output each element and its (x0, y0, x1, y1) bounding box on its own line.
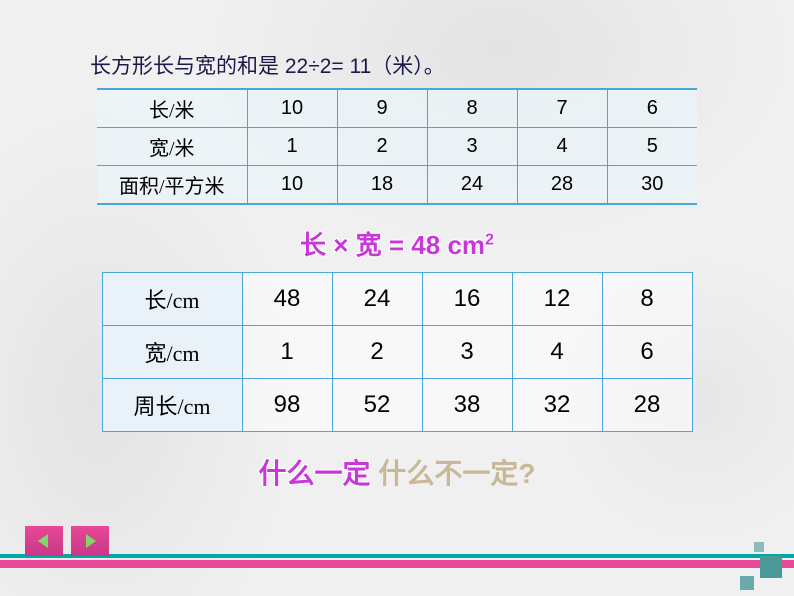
formula-text: 长 × 宽 = 48 cm (300, 230, 485, 260)
prev-arrow-icon (34, 531, 54, 551)
cell: 12 (512, 273, 602, 326)
cell: 9 (337, 89, 427, 128)
area-formula: 长 × 宽 = 48 cm2 (60, 225, 734, 262)
row-label: 面积/平方米 (97, 166, 247, 205)
next-arrow-icon (80, 531, 100, 551)
next-button[interactable] (71, 526, 109, 556)
cell: 28 (602, 379, 692, 432)
table-row: 面积/平方米 10 18 24 28 30 (97, 166, 697, 205)
cell: 28 (517, 166, 607, 205)
cell: 38 (422, 379, 512, 432)
question-part1: 什么一定 (259, 458, 371, 489)
table-row: 宽/米 1 2 3 4 5 (97, 128, 697, 166)
cell: 3 (422, 326, 512, 379)
cell: 4 (517, 128, 607, 166)
cell: 32 (512, 379, 602, 432)
row-label: 长/cm (102, 273, 242, 326)
cell: 48 (242, 273, 332, 326)
question-part2: 什么不一定? (371, 458, 536, 489)
square-icon (740, 576, 754, 590)
cell: 98 (242, 379, 332, 432)
cell: 5 (607, 128, 697, 166)
slide-content: 长方形长与宽的和是 22÷2= 11（米）。 长/米 10 9 8 7 6 宽/… (0, 0, 794, 492)
cell: 10 (247, 166, 337, 205)
teal-stripe (0, 554, 794, 558)
formula-superscript: 2 (485, 231, 494, 248)
table-row: 周长/cm 98 52 38 32 28 (102, 379, 692, 432)
cell: 16 (422, 273, 512, 326)
pink-stripe (0, 560, 794, 568)
area-table: 长/cm 48 24 16 12 8 宽/cm 1 2 3 4 6 周长/cm … (102, 272, 693, 432)
decorative-bar (0, 554, 794, 568)
prev-button[interactable] (25, 526, 63, 556)
cell: 8 (602, 273, 692, 326)
cell: 8 (427, 89, 517, 128)
square-icon (754, 542, 764, 552)
perimeter-table: 长/米 10 9 8 7 6 宽/米 1 2 3 4 5 面积/平方米 10 1… (97, 88, 697, 205)
question-text: 什么一定 什么不一定? (60, 452, 734, 492)
cell: 6 (607, 89, 697, 128)
cell: 7 (517, 89, 607, 128)
square-icon (760, 556, 782, 578)
cell: 24 (427, 166, 517, 205)
table-row: 宽/cm 1 2 3 4 6 (102, 326, 692, 379)
row-label: 长/米 (97, 89, 247, 128)
row-label: 宽/米 (97, 128, 247, 166)
table-row: 长/米 10 9 8 7 6 (97, 89, 697, 128)
table-row: 长/cm 48 24 16 12 8 (102, 273, 692, 326)
title-statement: 长方形长与宽的和是 22÷2= 11（米）。 (60, 50, 734, 80)
cell: 6 (602, 326, 692, 379)
cell: 52 (332, 379, 422, 432)
cell: 2 (332, 326, 422, 379)
cell: 10 (247, 89, 337, 128)
row-label: 宽/cm (102, 326, 242, 379)
cell: 4 (512, 326, 602, 379)
cell: 1 (242, 326, 332, 379)
cell: 18 (337, 166, 427, 205)
row-label: 周长/cm (102, 379, 242, 432)
cell: 30 (607, 166, 697, 205)
nav-buttons (25, 526, 109, 556)
cell: 2 (337, 128, 427, 166)
cell: 24 (332, 273, 422, 326)
cell: 3 (427, 128, 517, 166)
cell: 1 (247, 128, 337, 166)
